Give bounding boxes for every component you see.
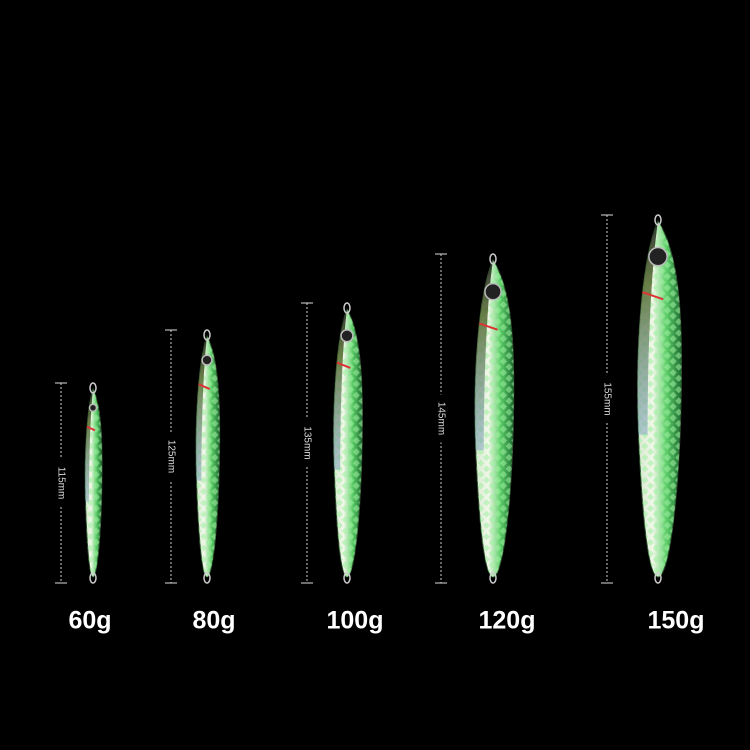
lure-gill — [86, 425, 96, 432]
lure-eye — [484, 282, 502, 301]
lure-item: 125mm 80g — [165, 329, 236, 635]
label-gap — [55, 459, 67, 507]
weight-label: 100g — [327, 607, 384, 635]
weight-label: 60g — [68, 607, 111, 635]
lure-back — [637, 221, 658, 435]
eyelet-bottom — [343, 572, 351, 584]
lure-eye — [648, 246, 668, 267]
eyelet-top — [343, 302, 351, 314]
eyelet-top — [654, 214, 662, 226]
label-gap — [601, 375, 613, 423]
eyelet-top — [203, 329, 211, 341]
weight-label: 150g — [648, 607, 705, 635]
lure-back — [474, 260, 493, 451]
lure-item: 145mm 120g — [435, 253, 536, 635]
length-label: 145mm — [435, 402, 446, 435]
length-label: 135mm — [301, 426, 312, 459]
lure-back — [195, 336, 207, 481]
length-label: 115mm — [55, 467, 66, 500]
lure-eye — [88, 403, 98, 413]
eyelet-bottom — [89, 572, 97, 584]
lure-gill — [642, 291, 664, 301]
lure-item: 115mm 60g — [55, 382, 112, 635]
lure-gill — [478, 322, 498, 331]
lure-item: 135mm 100g — [301, 302, 384, 635]
lure-item: 155mm 150g — [601, 214, 705, 635]
lure-back — [85, 389, 93, 502]
eyelet-bottom — [203, 572, 211, 584]
eyelet-top — [89, 382, 97, 394]
lure-group: 115mm60g125mm80g135mm100g145mm120g155mm1… — [55, 214, 705, 635]
lure-eye — [201, 354, 213, 366]
eyelet-bottom — [489, 572, 497, 584]
lure-gill — [336, 361, 351, 369]
label-gap — [165, 432, 177, 481]
weight-label: 120g — [479, 607, 536, 635]
label-gap — [301, 419, 313, 467]
lure-gill — [198, 383, 211, 390]
length-label: 155mm — [601, 382, 612, 415]
lure-back — [333, 309, 347, 470]
lure-eye — [340, 329, 354, 343]
length-label: 125mm — [165, 440, 176, 473]
eyelet-bottom — [654, 572, 662, 584]
weight-label: 80g — [192, 607, 235, 635]
label-gap — [435, 394, 447, 443]
eyelet-top — [489, 253, 497, 265]
